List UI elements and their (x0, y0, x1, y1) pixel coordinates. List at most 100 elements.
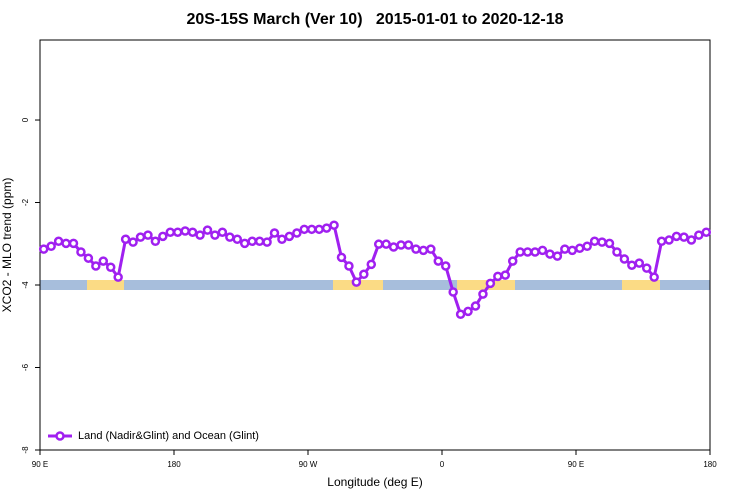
data-point (210, 230, 220, 240)
data-point (426, 244, 436, 254)
data-point (247, 236, 257, 247)
data-point (411, 244, 421, 254)
data-point (262, 237, 272, 247)
data-point (507, 256, 518, 266)
data-point (83, 253, 94, 263)
data-point (574, 243, 585, 254)
data-point (217, 227, 228, 237)
data-point (351, 277, 362, 287)
data-point (113, 272, 123, 282)
x-tick-label: 90 E (32, 460, 48, 469)
data-point (336, 252, 347, 263)
data-point (91, 261, 101, 271)
data-point (120, 234, 131, 244)
data-point (396, 240, 406, 250)
data-point (686, 235, 697, 245)
data-point (582, 241, 592, 251)
data-point (627, 260, 637, 270)
data-point (344, 261, 354, 271)
data-point (68, 238, 79, 249)
data-point (381, 239, 391, 249)
data-point (158, 231, 168, 242)
data-point (98, 256, 109, 266)
y-tick-label: -6 (21, 363, 30, 371)
data-point (232, 234, 243, 244)
data-point (560, 244, 570, 254)
data-point (388, 242, 399, 252)
data-point (612, 247, 622, 257)
surface-strip (40, 280, 710, 290)
data-point (314, 224, 324, 235)
data-point (143, 230, 153, 240)
x-tick-label: 0 (440, 460, 445, 469)
x-axis-label: Longitude (deg E) (327, 475, 422, 489)
data-point (418, 245, 429, 256)
legend-label: Land (Nadir&Glint) and Ocean (Glint) (78, 430, 259, 442)
data-point (239, 238, 250, 249)
data-point (329, 220, 339, 230)
x-tick-label: 180 (167, 460, 181, 469)
data-point (440, 261, 451, 271)
data-point (522, 247, 533, 257)
data-point (589, 236, 600, 247)
data-point (656, 236, 667, 247)
data-point (634, 258, 645, 268)
data-point (225, 232, 235, 242)
data-point (530, 247, 540, 257)
land-strip (87, 280, 124, 290)
data-point (61, 238, 71, 249)
data-point (187, 227, 198, 237)
data-point (567, 245, 578, 256)
data-point (500, 270, 511, 280)
data-point (478, 289, 488, 299)
y-tick-label: -4 (21, 281, 30, 289)
data-point (679, 232, 689, 242)
data-point (269, 228, 280, 238)
data-point (277, 234, 287, 244)
data-point (128, 237, 138, 247)
data-point (515, 247, 525, 257)
y-tick-label: -2 (21, 198, 30, 206)
data-point (359, 269, 369, 280)
data-point (38, 244, 49, 254)
data-point (172, 227, 183, 237)
data-point (649, 272, 659, 282)
legend-marker (55, 431, 65, 441)
data-point (619, 254, 630, 264)
data-point (53, 236, 64, 247)
data-point (373, 239, 384, 249)
data-point (299, 224, 310, 235)
data-point (597, 237, 607, 247)
data-point (433, 256, 444, 266)
land-strip (622, 280, 660, 290)
x-tick-label: 180 (703, 460, 717, 469)
data-point (284, 231, 295, 242)
plot-frame (39, 39, 711, 451)
x-tick-label: 90 E (568, 460, 584, 469)
data-point (105, 262, 116, 273)
y-tick-label: -8 (21, 446, 30, 454)
data-point (76, 247, 86, 257)
data-point (455, 309, 466, 320)
data-point (664, 235, 674, 245)
data-point (403, 240, 414, 250)
data-point (165, 227, 176, 237)
data-point (292, 228, 302, 238)
data-point (545, 249, 555, 259)
data-point (694, 230, 704, 240)
data-point (493, 271, 503, 282)
data-point (321, 223, 332, 233)
data-point (671, 231, 682, 242)
y-tick-label: 0 (21, 117, 30, 122)
data-point (180, 226, 190, 236)
data-point (202, 225, 213, 235)
data-point (604, 238, 615, 249)
chart-title: 20S-15S March (Ver 10) 2015-01-01 to 202… (186, 11, 563, 28)
data-point (552, 251, 563, 261)
data-point (485, 278, 496, 289)
data-point (463, 306, 473, 317)
data-point (537, 245, 548, 256)
data-point (46, 241, 56, 251)
y-axis-label: XCO2 - MLO trend (ppm) (0, 178, 14, 313)
